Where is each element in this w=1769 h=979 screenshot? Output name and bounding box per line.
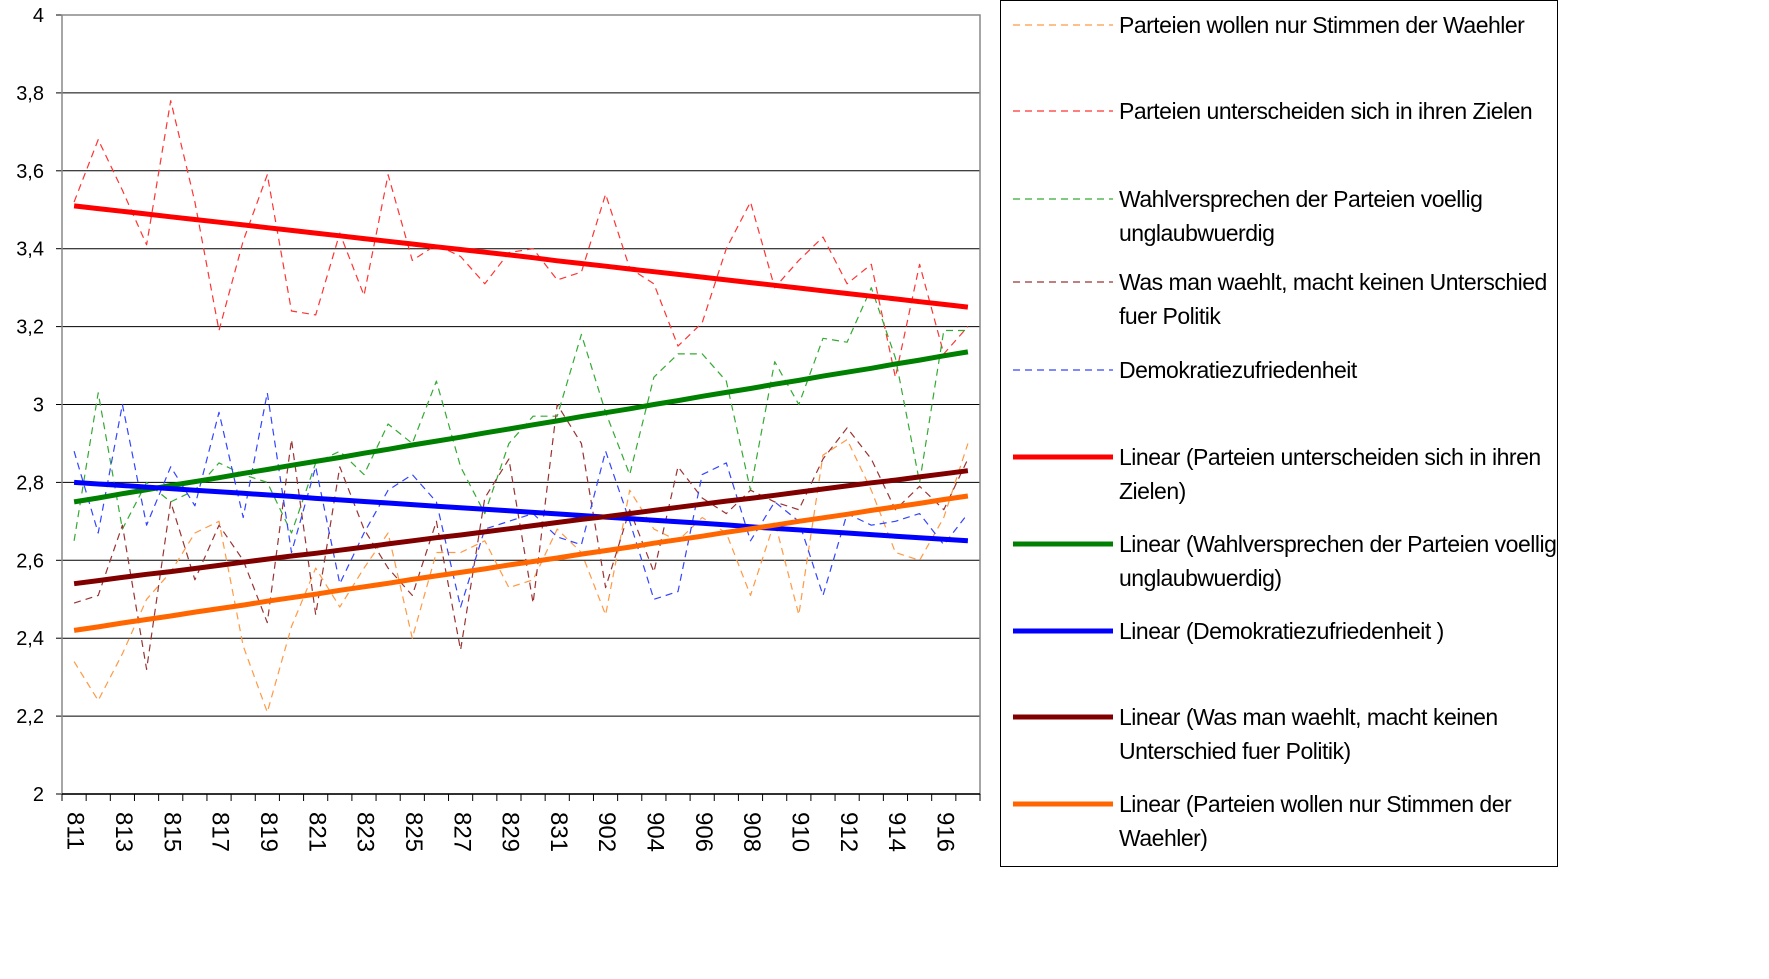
x-tick-label: 827 bbox=[448, 812, 475, 852]
legend-label: Was man waehlt, macht keinen Unterschied… bbox=[1119, 269, 1547, 329]
legend-swatch bbox=[1013, 541, 1113, 547]
x-tick-label: 916 bbox=[931, 812, 958, 852]
y-tick-label: 2,2 bbox=[16, 706, 44, 728]
x-tick-label: 819 bbox=[255, 812, 282, 852]
x-tick-label: 825 bbox=[400, 812, 427, 852]
legend-label: Linear (Parteien wollen nur Stimmen der … bbox=[1119, 791, 1512, 851]
trend-line bbox=[73, 468, 969, 587]
data-line bbox=[73, 100, 969, 378]
x-tick-label: 906 bbox=[690, 812, 717, 852]
x-tick-label: 829 bbox=[497, 812, 524, 852]
data-line bbox=[73, 403, 969, 671]
x-tick-label: 811 bbox=[62, 812, 89, 850]
legend-label: Linear (Was man waehlt, macht keinen Unt… bbox=[1119, 704, 1498, 764]
x-tick-label: 908 bbox=[738, 812, 765, 852]
legend-label: Linear (Parteien unterscheiden sich in i… bbox=[1119, 444, 1541, 504]
legend-swatch bbox=[1013, 369, 1113, 371]
x-tick-label: 831 bbox=[545, 812, 572, 852]
legend-swatch bbox=[1013, 198, 1113, 200]
x-tick-label: 815 bbox=[158, 812, 185, 852]
legend-label: Parteien unterscheiden sich in ihren Zie… bbox=[1119, 98, 1533, 124]
legend-label: Demokratiezufriedenheit bbox=[1119, 357, 1357, 383]
x-tick-label: 904 bbox=[642, 812, 669, 852]
legend-swatch bbox=[1013, 714, 1113, 720]
legend-swatch bbox=[1013, 24, 1113, 26]
y-tick-label: 2 bbox=[33, 784, 44, 806]
x-tick-label: 902 bbox=[593, 812, 620, 852]
legend: Parteien wollen nur Stimmen der Waehler P… bbox=[1000, 0, 1558, 867]
data-line bbox=[73, 439, 969, 713]
y-tick-label: 3 bbox=[33, 395, 44, 417]
y-tick-label: 3,8 bbox=[16, 83, 44, 105]
legend-swatch bbox=[1013, 454, 1113, 460]
x-tick-label: 912 bbox=[835, 812, 862, 852]
legend-swatch bbox=[1013, 801, 1113, 807]
legend-label: Linear (Wahlversprechen der Parteien voe… bbox=[1119, 531, 1557, 591]
y-tick-label: 4 bbox=[33, 5, 44, 27]
legend-swatch bbox=[1013, 281, 1113, 283]
trend-line bbox=[73, 479, 969, 544]
legend-swatch bbox=[1013, 110, 1113, 112]
y-tick-label: 2,6 bbox=[16, 550, 44, 572]
legend-label: Wahlversprechen der Parteien voellig ung… bbox=[1119, 186, 1483, 246]
x-tick-label: 813 bbox=[110, 812, 137, 852]
legend-label: Parteien wollen nur Stimmen der Waehler bbox=[1119, 12, 1525, 38]
x-tick-label: 910 bbox=[786, 812, 813, 852]
x-tick-label: 821 bbox=[303, 812, 330, 852]
y-tick-label: 2,8 bbox=[16, 472, 44, 494]
y-tick-label: 3,4 bbox=[16, 239, 44, 261]
trend-line bbox=[73, 203, 969, 310]
legend-label: Linear (Demokratiezufriedenheit ) bbox=[1119, 618, 1444, 644]
chart: 2 2,2 2,4 2,6 2,8 3 3,2 3,4 3,6 3,8 4 811 813 815 817 8… bbox=[16, 5, 981, 852]
data-line bbox=[73, 287, 968, 541]
y-tick-label: 2,4 bbox=[16, 628, 44, 650]
y-tick-label: 3,6 bbox=[16, 161, 44, 183]
trend-line bbox=[73, 349, 969, 505]
legend-swatch bbox=[1013, 628, 1113, 634]
x-tick-label: 914 bbox=[883, 812, 910, 852]
y-tick-label: 3,2 bbox=[16, 317, 44, 339]
trend-line bbox=[73, 493, 969, 633]
x-tick-label: 817 bbox=[207, 812, 234, 852]
x-tick-label: 823 bbox=[352, 812, 379, 852]
